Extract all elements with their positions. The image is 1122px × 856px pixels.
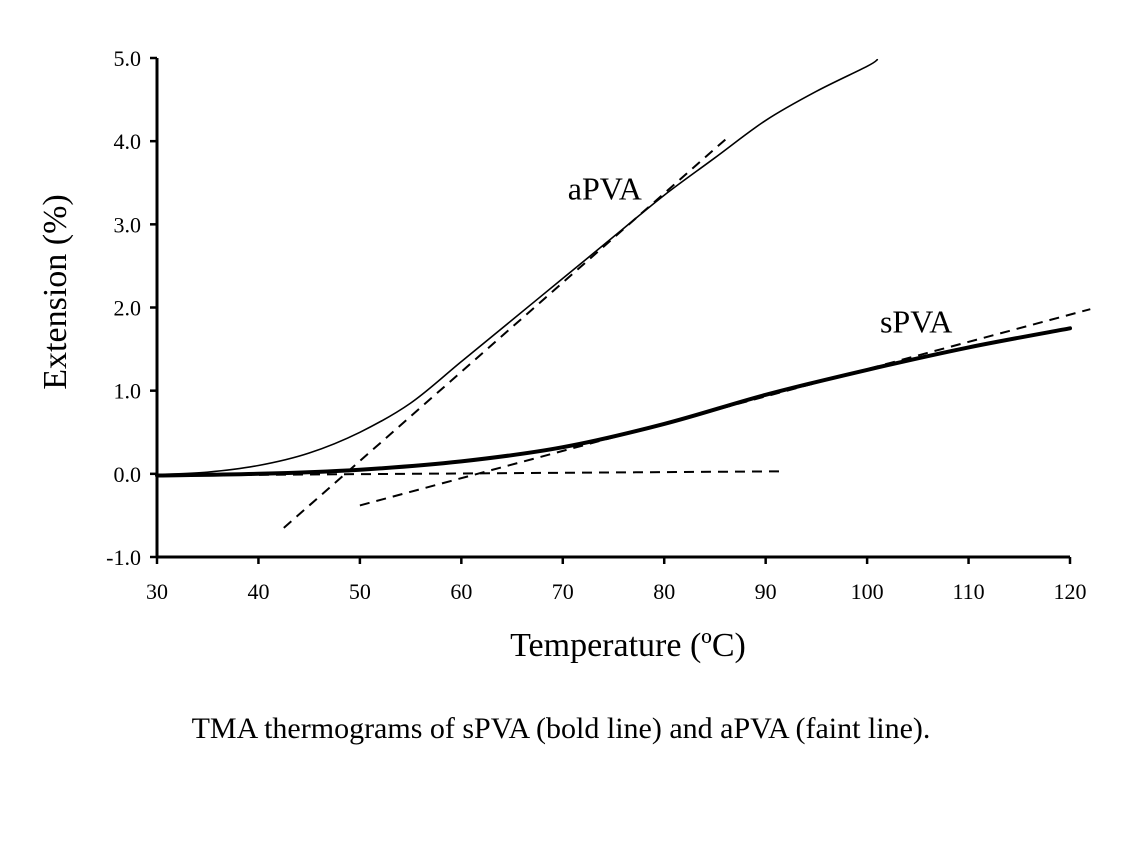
y-tick-label: 4.0 (114, 129, 142, 154)
x-tick-label: 90 (755, 579, 777, 604)
x-tick-label: 60 (450, 579, 472, 604)
x-tick-label: 110 (952, 579, 984, 604)
series-annotations: aPVA sPVA (568, 170, 953, 339)
x-tick-label: 30 (146, 579, 168, 604)
y-tick-label: -1.0 (106, 545, 141, 570)
x-tick-label: 50 (349, 579, 371, 604)
x-tick-label: 100 (851, 579, 884, 604)
y-axis-title: Extension (%) (37, 194, 74, 389)
tma-chart: 30 40 50 60 70 80 90 100 110 120 -1.0 0.0 1.0 2.0 3.0 4… (37, 46, 1091, 664)
tangent-line (283, 134, 731, 529)
series-line-apva (156, 58, 879, 476)
x-axis-title: Temperature (ºC) (510, 627, 746, 664)
series-group (155, 58, 1072, 478)
y-tick-label: 5.0 (114, 46, 142, 71)
x-tick-label: 80 (653, 579, 675, 604)
series-label-apva: aPVA (568, 170, 642, 206)
x-tick-label: 40 (247, 579, 269, 604)
y-tick-label: 1.0 (114, 379, 142, 404)
x-tick-label: 120 (1054, 579, 1087, 604)
series-line-spva (155, 326, 1072, 478)
axes: 30 40 50 60 70 80 90 100 110 120 -1.0 0.0 1.0 2.0 3.0 4… (106, 46, 1086, 604)
x-tick-label: 70 (552, 579, 574, 604)
y-tick-label: 0.0 (114, 462, 142, 487)
y-tick-label: 3.0 (114, 212, 142, 237)
figure-caption: TMA thermograms of sPVA (bold line) and … (191, 712, 931, 745)
y-tick-label: 2.0 (114, 296, 142, 321)
series-label-spva: sPVA (880, 303, 952, 339)
